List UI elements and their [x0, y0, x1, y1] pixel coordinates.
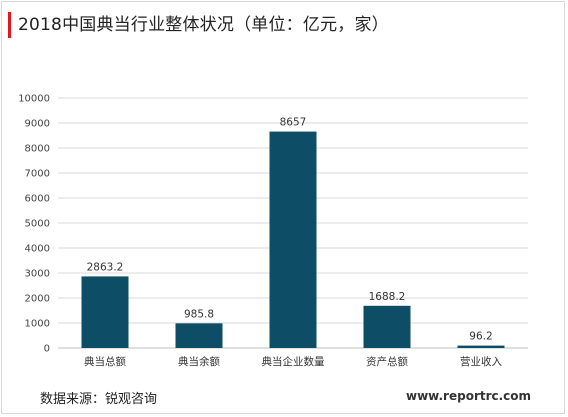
- y-tick-label: 0: [44, 344, 50, 355]
- bar: [363, 305, 411, 348]
- y-tick-label: 5000: [25, 219, 50, 230]
- data-label: 985.8: [184, 308, 214, 320]
- y-tick-label: 3000: [25, 269, 50, 280]
- data-labels: 2863.2 985.8 8657 1688.2 96.2: [87, 117, 493, 343]
- gridlines: [58, 97, 528, 349]
- bar: [175, 323, 223, 348]
- y-tick-label: 10000: [18, 94, 50, 105]
- y-tick-label: 7000: [25, 169, 50, 180]
- data-label: 1688.2: [369, 291, 406, 303]
- category-label: 营业收入: [460, 355, 502, 368]
- category-label: 资产总额: [366, 355, 408, 368]
- y-tick-label: 6000: [25, 194, 50, 205]
- bar: [269, 131, 317, 348]
- category-label: 典当总额: [84, 355, 126, 368]
- category-label: 典当余额: [178, 355, 220, 368]
- y-tick-label: 8000: [25, 144, 50, 155]
- bar: [81, 276, 129, 348]
- y-tick-label: 9000: [25, 119, 50, 130]
- data-label: 2863.2: [87, 261, 124, 273]
- bars: [81, 131, 505, 348]
- y-axis-ticks: 0 1000 2000 3000 4000 5000 6000 7000 8000 9000 100…: [18, 94, 50, 355]
- x-axis-categories: 典当总额 典当余额 典当企业数量 资产总额 营业收入: [84, 355, 502, 368]
- chart-title: 2018中国典当行业整体状况（单位：亿元，家）: [18, 15, 389, 35]
- y-tick-label: 4000: [25, 244, 50, 255]
- watermark: www.reportrc.com: [406, 389, 532, 403]
- y-tick-label: 1000: [25, 319, 50, 330]
- y-tick-label: 2000: [25, 294, 50, 305]
- bar: [457, 345, 505, 348]
- title-accent-bar: [8, 12, 11, 38]
- data-label: 96.2: [469, 331, 492, 343]
- source-note: 数据来源：锐观咨询: [40, 392, 158, 407]
- data-label: 8657: [280, 117, 307, 129]
- category-label: 典当企业数量: [262, 355, 325, 368]
